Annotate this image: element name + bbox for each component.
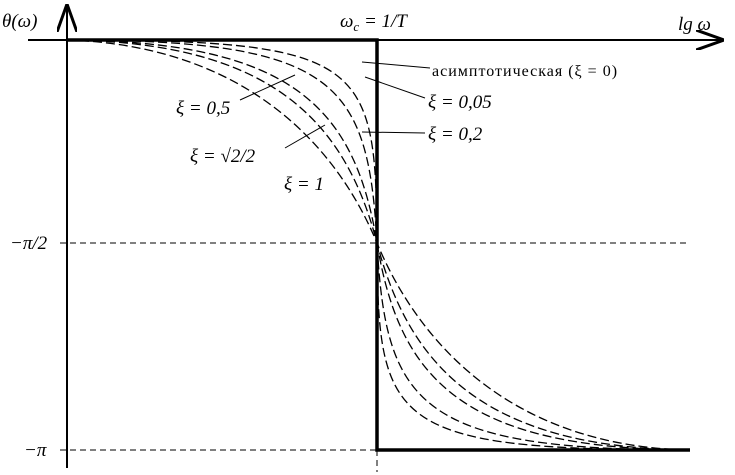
center-rest: = 1/T [359,11,408,32]
curve-label: ξ = 1 [284,174,324,195]
curve-label: ξ = 0,05 [428,92,492,113]
center-label: ωc = 1/T [340,11,408,34]
leader [361,61,431,69]
curve-label: ξ = 0,2 [428,124,483,145]
leader [284,124,326,149]
x-axis-label: lg ω [678,14,711,35]
tick-label: −π [24,440,47,461]
center-subscript: c [353,19,359,34]
curve-label: ξ = √2/2 [190,146,256,167]
asymptote [67,38,690,452]
leader [239,74,296,101]
tick-label: −π/2 [10,233,48,254]
y-axis-label: θ(ω) [2,11,37,32]
center-symbol: ω [340,11,353,32]
leader [364,76,426,99]
curve-xi-005 [66,39,691,451]
leader [361,131,426,134]
curve-label: асимптотическая (ξ = 0) [432,63,618,80]
curve-label: ξ = 0,5 [176,98,230,119]
